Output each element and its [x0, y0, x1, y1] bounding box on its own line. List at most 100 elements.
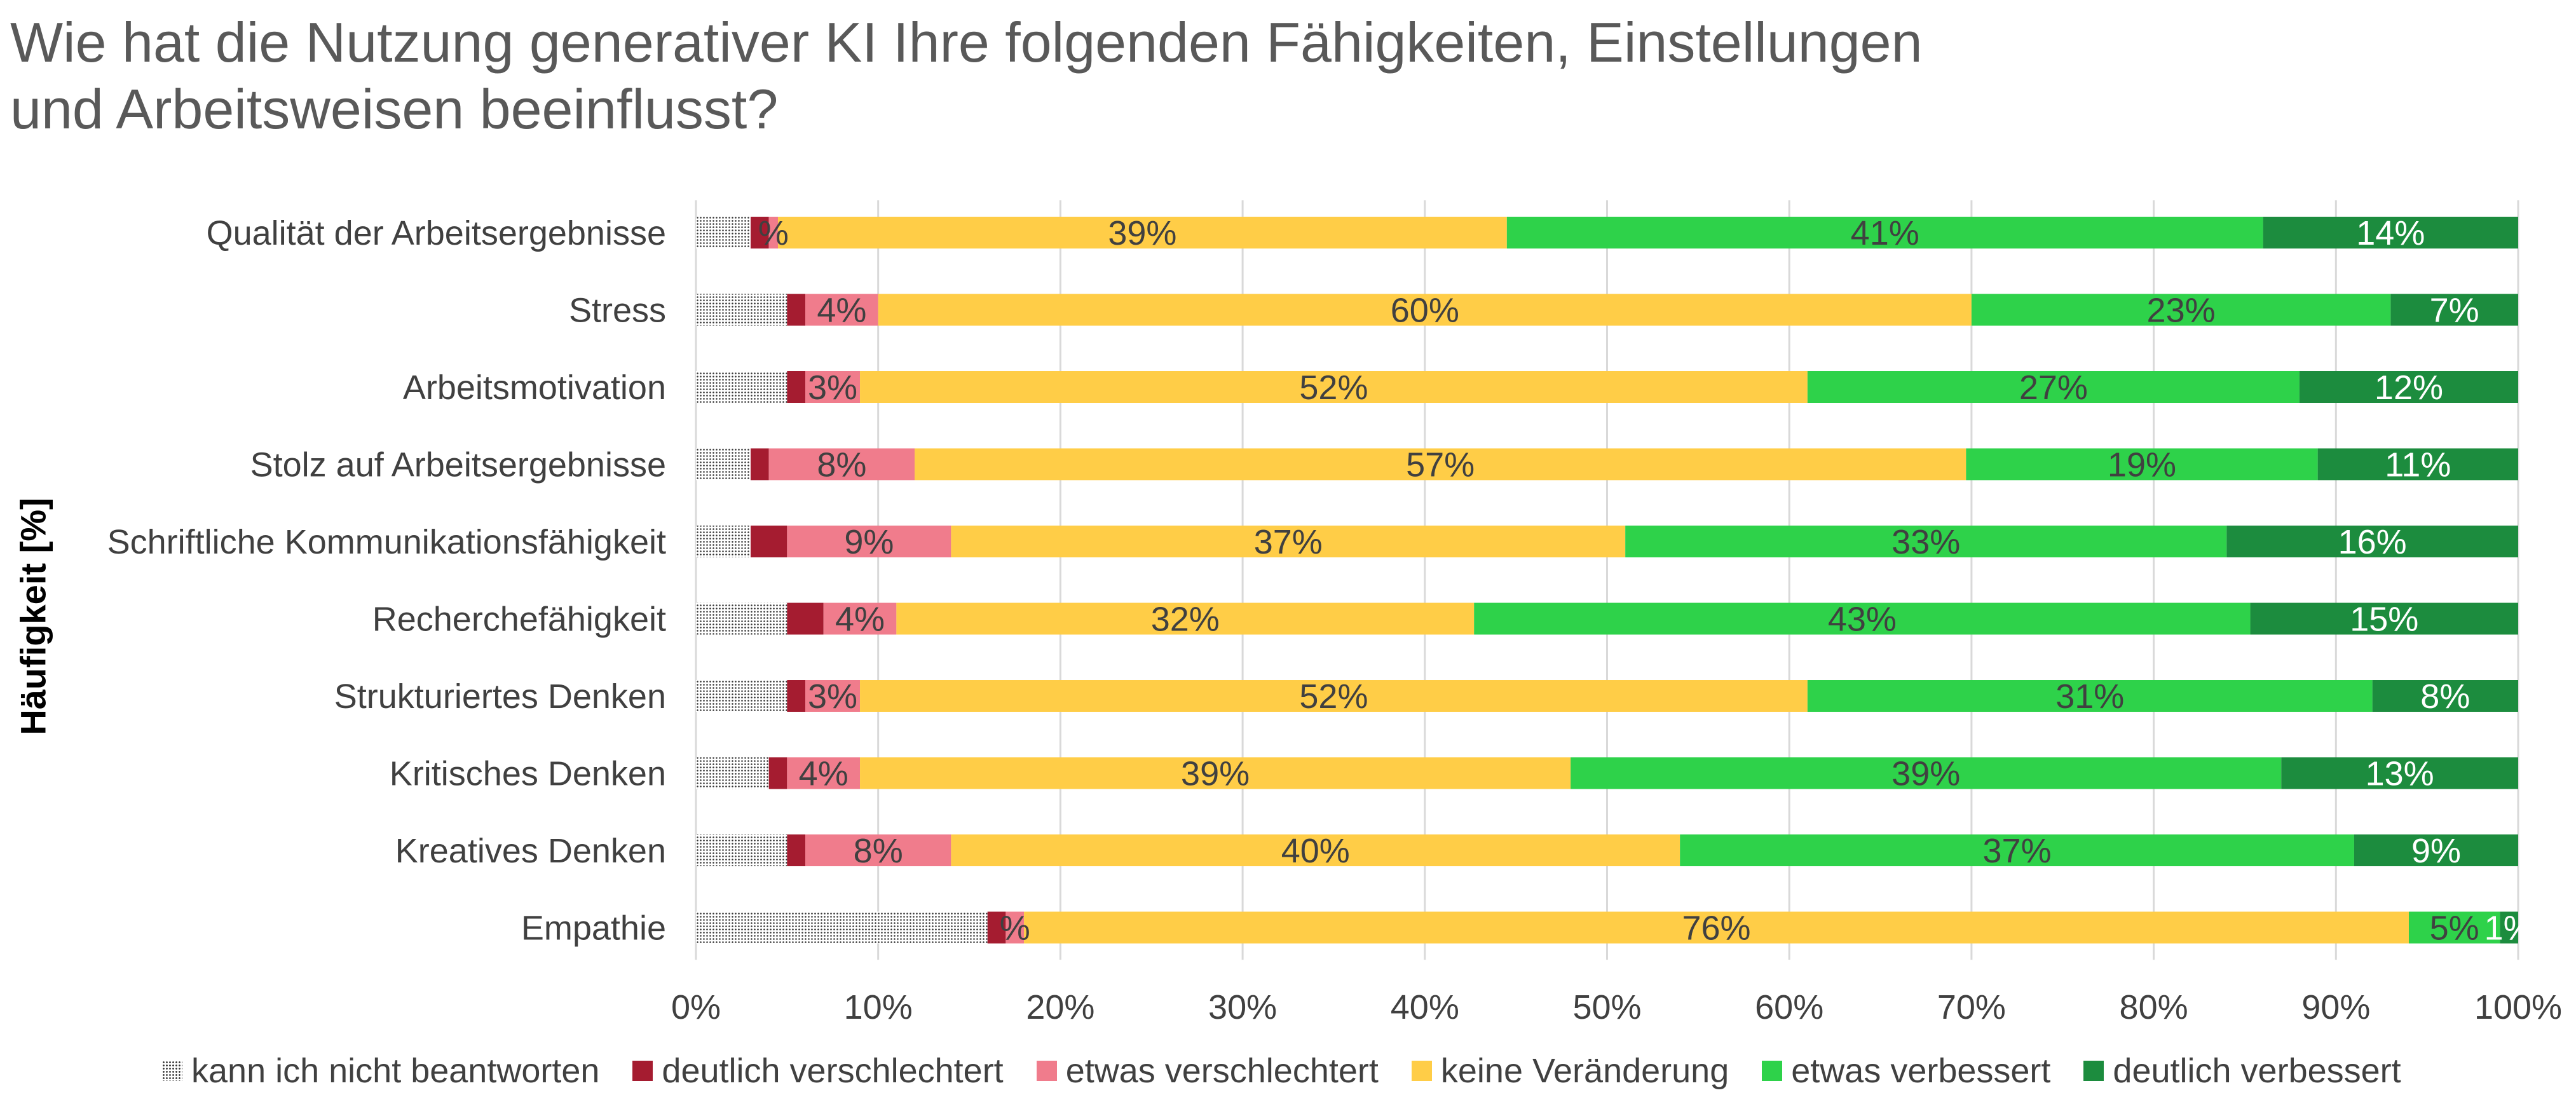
bar-segment [696, 757, 769, 789]
legend-label: etwas verschlechtert [1065, 1052, 1379, 1090]
x-tick-label: 50% [1572, 988, 1641, 1026]
y-axis-label: Häufigkeit [%] [13, 498, 53, 735]
legend-label: kann ich nicht beantworten [191, 1052, 600, 1090]
legend-item: etwas verbessert [1762, 1051, 2050, 1091]
category-label: Kreatives Denken [395, 832, 666, 870]
data-label: 37% [1983, 832, 2052, 870]
bar-segment [987, 911, 1006, 944]
data-label: % [758, 214, 789, 252]
x-tick-label: 40% [1391, 988, 1459, 1026]
data-label: 4% [817, 292, 866, 330]
category-label: Stress [569, 292, 666, 330]
bar-segment [768, 217, 779, 248]
data-label: 76% [1682, 909, 1750, 948]
bar-segment [1971, 294, 2391, 326]
bar-segment [1807, 371, 2300, 403]
data-label: 11% [2385, 446, 2451, 484]
legend-item: keine Veränderung [1411, 1051, 1729, 1091]
legend-label: deutlich verschlechtert [662, 1052, 1004, 1090]
category-label: Schriftliche Kommunikationsfähigkeit [107, 523, 666, 561]
bar-segment [1966, 448, 2318, 480]
bar-segment [1474, 602, 2251, 635]
x-tick-label: 60% [1755, 988, 1823, 1026]
data-label: 40% [1281, 832, 1350, 870]
data-label: 7% [2430, 292, 2479, 330]
data-label: 27% [2019, 369, 2088, 407]
data-label: 41% [1851, 214, 1919, 252]
data-label: 43% [1828, 601, 1897, 639]
x-tick-label: 30% [1208, 988, 1277, 1026]
x-tick-label: 0% [671, 988, 721, 1026]
bar-segment [696, 602, 787, 635]
legend-swatch [1036, 1061, 1057, 1081]
bar-segment [768, 757, 787, 789]
data-label: 5% [2430, 909, 2479, 948]
data-label: 52% [1299, 677, 1368, 716]
bar-segment [951, 526, 1626, 557]
data-label: 8% [854, 832, 903, 870]
data-label: 39% [1108, 214, 1176, 252]
chart-title-line-2: und Arbeitsweisen beeinflusst? [10, 78, 779, 140]
legend-swatch [1762, 1061, 1783, 1081]
bar-segment [2372, 680, 2518, 712]
data-label: 8% [2420, 677, 2470, 716]
bar-segment [1625, 526, 2227, 557]
legend-swatch [632, 1061, 653, 1081]
chart-title-line-1: Wie hat die Nutzung generativer KI Ihre … [10, 11, 1923, 74]
bar-segment [778, 217, 1507, 248]
bar-segment [768, 448, 915, 480]
legend-item: kann ich nicht beantworten [162, 1051, 599, 1091]
data-label: 16% [2338, 523, 2407, 561]
bar-segment [696, 526, 751, 557]
legend-label: deutlich verbessert [2113, 1052, 2401, 1090]
stacked-bar-chart: % 39% 41% 14% 4% 60% 23% 7% 3% 52% 27% 12% 8% 57% 19% 1… [107, 200, 2562, 1026]
data-label: 19% [2108, 446, 2176, 484]
category-label: Qualität der Arbeitsergebnisse [207, 214, 666, 252]
x-tick-label: 70% [1937, 988, 2006, 1026]
data-label: 14% [2356, 214, 2425, 252]
legend-swatch [162, 1061, 182, 1081]
data-label: 13% [2366, 755, 2434, 793]
legend-item: deutlich verschlechtert [632, 1051, 1004, 1091]
bar-segment [823, 602, 897, 635]
bar-segment [1506, 217, 2263, 248]
x-tick-label: 90% [2301, 988, 2370, 1026]
legend-label: keine Veränderung [1440, 1052, 1729, 1090]
data-label: 60% [1391, 292, 1459, 330]
chart-title: Wie hat die Nutzung generativer KI Ihre … [10, 9, 1923, 142]
bar-segment [696, 911, 988, 944]
bar-segment [860, 371, 1808, 403]
bar-segment [896, 602, 1475, 635]
data-label: 9% [844, 523, 894, 561]
bar-segment [787, 602, 824, 635]
legend-item: deutlich verbessert [2083, 1051, 2401, 1091]
bar-segment [951, 834, 1680, 866]
data-label: 4% [835, 601, 885, 639]
bar-segment [1005, 911, 1025, 944]
data-label: 39% [1181, 755, 1250, 793]
bar-segment [696, 371, 787, 403]
bar-segment [2263, 217, 2518, 248]
bar-segment [787, 680, 806, 712]
x-tick-label: 10% [844, 988, 913, 1026]
bar-segment [696, 834, 787, 866]
data-label: 52% [1299, 369, 1368, 407]
legend-swatch [1411, 1061, 1432, 1081]
data-label: 32% [1151, 601, 1220, 639]
data-label: 1% [2484, 909, 2534, 948]
bar-segment [1024, 911, 2409, 944]
bar-segment [805, 371, 861, 403]
x-tick-label: 100% [2474, 988, 2562, 1026]
category-labels: Qualität der Arbeitsergebnisse Stress Arbe… [107, 214, 666, 948]
category-label: Kritisches Denken [390, 755, 666, 793]
data-label: 3% [808, 369, 857, 407]
bar-segment [2354, 834, 2518, 866]
gridlines [695, 200, 2519, 960]
bar-segment [1680, 834, 2354, 866]
data-label: 3% [808, 677, 857, 716]
bar-segment [751, 217, 769, 248]
data-label: 9% [2411, 832, 2461, 870]
bar-segment [1807, 680, 2373, 712]
category-label: Strukturiertes Denken [334, 677, 666, 716]
legend-swatch [2083, 1061, 2104, 1081]
